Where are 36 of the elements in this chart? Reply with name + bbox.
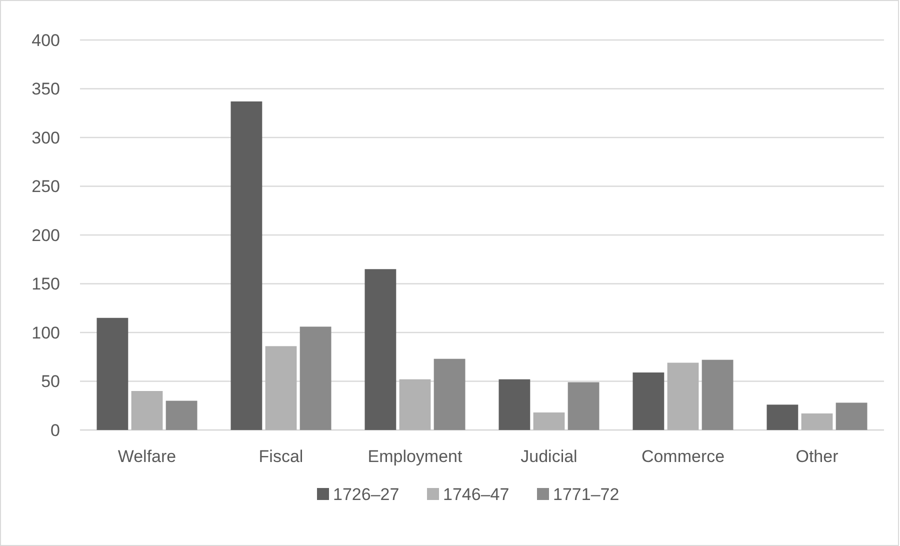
y-tick-label: 150 xyxy=(32,274,60,294)
bar xyxy=(766,404,798,430)
y-tick-label: 0 xyxy=(50,420,60,440)
y-tick-label: 100 xyxy=(32,323,60,342)
bar xyxy=(265,346,297,430)
bar xyxy=(364,269,396,430)
legend-label: 1771–72 xyxy=(553,484,620,504)
legend-label: 1726–27 xyxy=(333,484,400,504)
y-tick-label: 250 xyxy=(32,177,60,196)
x-tick-label: Judicial xyxy=(520,447,578,466)
bar xyxy=(498,379,530,430)
x-tick-label: Other xyxy=(796,447,839,466)
legend-label: 1746–47 xyxy=(443,484,510,504)
bar xyxy=(230,101,262,430)
y-tick-label: 350 xyxy=(32,80,60,99)
bar xyxy=(702,360,734,430)
bar xyxy=(399,379,431,430)
y-tick-label: 300 xyxy=(32,128,60,148)
bar xyxy=(801,413,833,430)
bar xyxy=(836,402,868,430)
y-tick-label: 50 xyxy=(41,372,60,392)
y-tick-label: 200 xyxy=(32,226,60,245)
bar xyxy=(96,318,128,430)
bar xyxy=(667,362,699,430)
bar xyxy=(300,326,332,430)
bar xyxy=(533,412,565,430)
x-tick-label: Fiscal xyxy=(258,447,304,466)
bar xyxy=(434,358,466,430)
x-tick-label: Welfare xyxy=(118,447,176,466)
x-tick-label: Commerce xyxy=(641,447,725,466)
bar xyxy=(632,372,664,430)
bar xyxy=(166,400,198,430)
x-tick-label: Employment xyxy=(368,447,463,466)
bar xyxy=(568,382,600,430)
bar xyxy=(131,391,163,430)
y-tick-label: 400 xyxy=(32,30,60,50)
